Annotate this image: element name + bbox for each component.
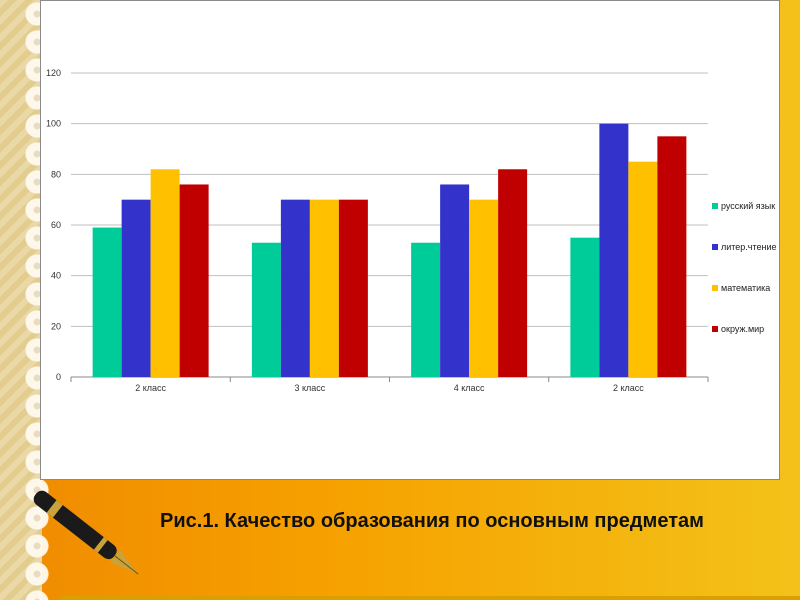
legend-label: математика xyxy=(721,283,770,293)
y-tick-label: 120 xyxy=(46,68,61,78)
legend-swatch xyxy=(712,285,718,291)
bar-4-3 xyxy=(498,169,528,377)
bar-1-2 xyxy=(251,242,281,377)
bar-chart: 0 20 40 60 80 100 120 2 класс 3 класс 4 класс 2 кл… xyxy=(46,68,777,393)
bar-2-2 xyxy=(280,199,310,377)
x-tick-label: 2 класс xyxy=(135,383,166,393)
bar-3-1 xyxy=(150,169,180,377)
y-tick-label: 20 xyxy=(51,321,61,331)
bottom-border xyxy=(60,596,800,600)
bar-2-1 xyxy=(121,199,151,377)
y-tick-label: 60 xyxy=(51,220,61,230)
x-tick-label: 2 класс xyxy=(613,383,644,393)
legend-swatch xyxy=(712,203,718,209)
bar-4-4 xyxy=(657,136,687,377)
legend-label: русский язык xyxy=(721,201,775,211)
x-tick-label: 4 класс xyxy=(454,383,485,393)
legend-label: литер.чтение xyxy=(721,242,777,252)
bar-3-4 xyxy=(628,161,658,377)
y-tick-label: 40 xyxy=(51,271,61,281)
x-tick-label: 3 класс xyxy=(294,383,325,393)
legend-swatch xyxy=(712,244,718,250)
chart-frame: 0 20 40 60 80 100 120 2 класс 3 класс 4 класс 2 кл… xyxy=(40,0,780,480)
y-tick-label: 100 xyxy=(46,119,61,129)
bar-2-3 xyxy=(440,184,470,377)
fountain-pen-icon xyxy=(33,490,139,575)
figure-caption: Рис.1. Качество образования по основным … xyxy=(160,510,704,532)
bar-4-1 xyxy=(179,184,209,377)
bar-4-2 xyxy=(338,199,368,377)
legend-swatch xyxy=(712,326,718,332)
legend-label: окруж.мир xyxy=(721,324,764,334)
bar-1-3 xyxy=(411,242,441,377)
bar-3-3 xyxy=(469,199,499,377)
y-tick-label: 0 xyxy=(56,372,61,382)
bar-3-2 xyxy=(309,199,339,377)
y-tick-label: 80 xyxy=(51,169,61,179)
bar-2-4 xyxy=(599,123,629,378)
bar-1-1 xyxy=(92,227,122,377)
bar-1-4 xyxy=(570,237,600,377)
